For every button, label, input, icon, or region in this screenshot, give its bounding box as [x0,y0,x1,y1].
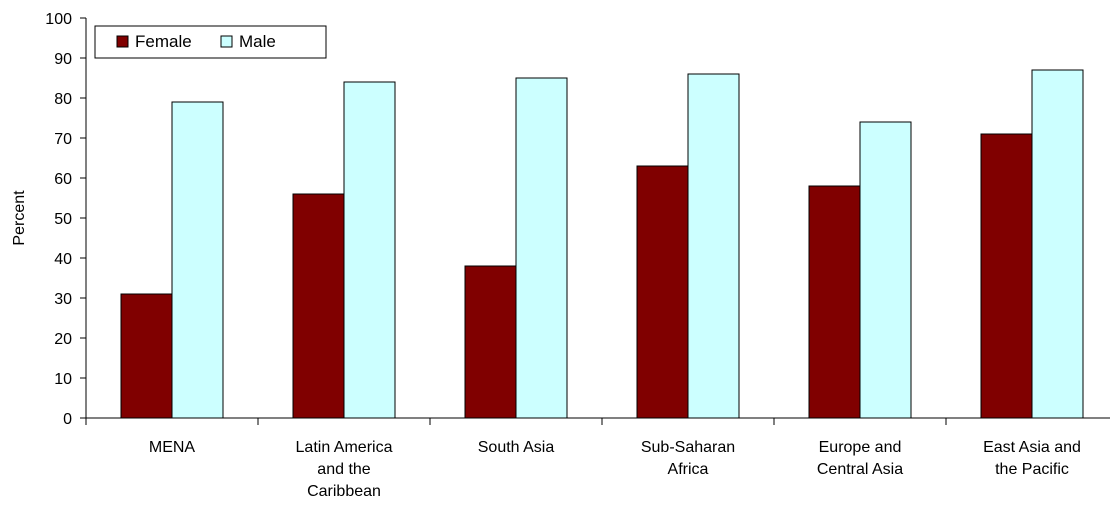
y-tick-label: 50 [54,211,72,228]
y-tick-label: 60 [54,171,72,188]
y-tick-label: 20 [54,331,72,348]
bar-male [1031,69,1084,419]
x-tick-label: Central Asia [817,461,903,478]
bar-male [171,101,224,419]
bar-female [120,293,173,419]
legend: Female Male [94,25,327,59]
x-tick-label: Sub-Saharan [641,439,735,456]
bars [120,69,1084,419]
y-axis-ticks: 0 10 20 30 40 50 60 70 80 90 100 [45,11,86,428]
bar-female [808,185,861,419]
bar-male [859,121,912,419]
x-tick-label: Latin America [296,439,393,456]
x-tick-label: and the [317,461,370,478]
x-tick-label: MENA [149,439,196,456]
x-tick-label: Europe and [819,439,902,456]
y-axis-label: Percent [11,190,28,246]
legend-swatch-male [220,35,233,48]
x-tick-label: Caribbean [307,483,381,500]
y-tick-label: 10 [54,371,72,388]
x-tick-label: South Asia [478,439,555,456]
y-tick-label: 30 [54,291,72,308]
y-tick-label: 90 [54,51,72,68]
bar-female [980,133,1033,419]
legend-label-male: Male [239,32,276,51]
bar-male [687,73,740,419]
bar-male [343,81,396,419]
x-tick-label: Africa [668,461,709,478]
axes [85,18,1110,419]
y-tick-label: 80 [54,91,72,108]
x-tick-label: East Asia and [983,439,1081,456]
bar-female [292,193,345,419]
bar-female [636,165,689,419]
y-tick-label: 0 [63,411,72,428]
x-axis-labels: MENA Latin America and the Caribbean South A… [85,418,1081,500]
y-tick-label: 100 [45,11,72,28]
x-tick-label: the Pacific [995,461,1069,478]
y-tick-label: 70 [54,131,72,148]
bar-male [515,77,568,419]
bar-female [464,265,517,419]
y-tick-label: 40 [54,251,72,268]
legend-label-female: Female [135,32,192,51]
legend-swatch-female [116,35,129,48]
legend-box [94,25,327,59]
